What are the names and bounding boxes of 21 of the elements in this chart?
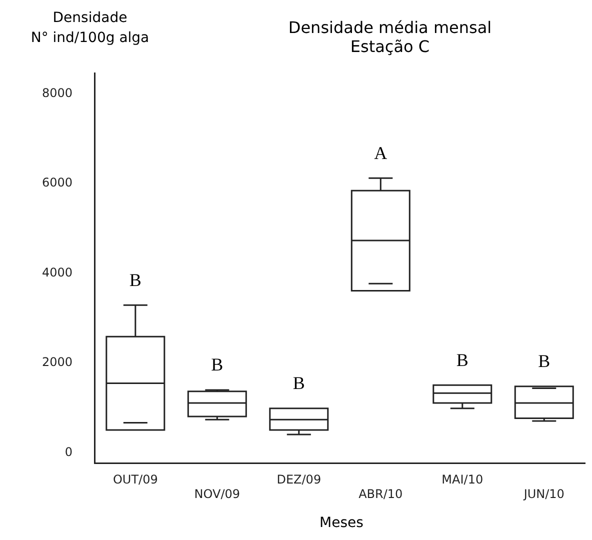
y-tick-label: 2000 [42, 355, 73, 370]
annotation: B [211, 354, 224, 375]
x-tick-label: NOV/09 [194, 486, 240, 501]
x-tick-label: JUN/10 [522, 486, 564, 501]
y-tick-label: 4000 [42, 265, 73, 280]
x-tick-label: DEZ/09 [276, 472, 322, 487]
chart-subtitle: Estação C [349, 37, 431, 56]
y-tick-label: 0 [64, 444, 73, 459]
annotation: B [129, 270, 142, 290]
x-axis-title: Meses [318, 515, 364, 531]
y-tick-label: 8000 [42, 86, 73, 100]
x-tick-label: MAI/10 [442, 472, 484, 487]
y-tick-label: 6000 [42, 176, 73, 190]
annotation: B [538, 351, 550, 372]
y-axis-title: Densidade N° ind/100g alga [30, 9, 150, 48]
chart-title: Densidade média mensal [287, 18, 493, 37]
annotation: B [292, 373, 305, 394]
x-tick-label: OUT/09 [112, 472, 158, 487]
x-tick-label: ABR/10 [358, 486, 403, 501]
annotation: B [456, 350, 468, 370]
annotation: A [374, 142, 388, 163]
